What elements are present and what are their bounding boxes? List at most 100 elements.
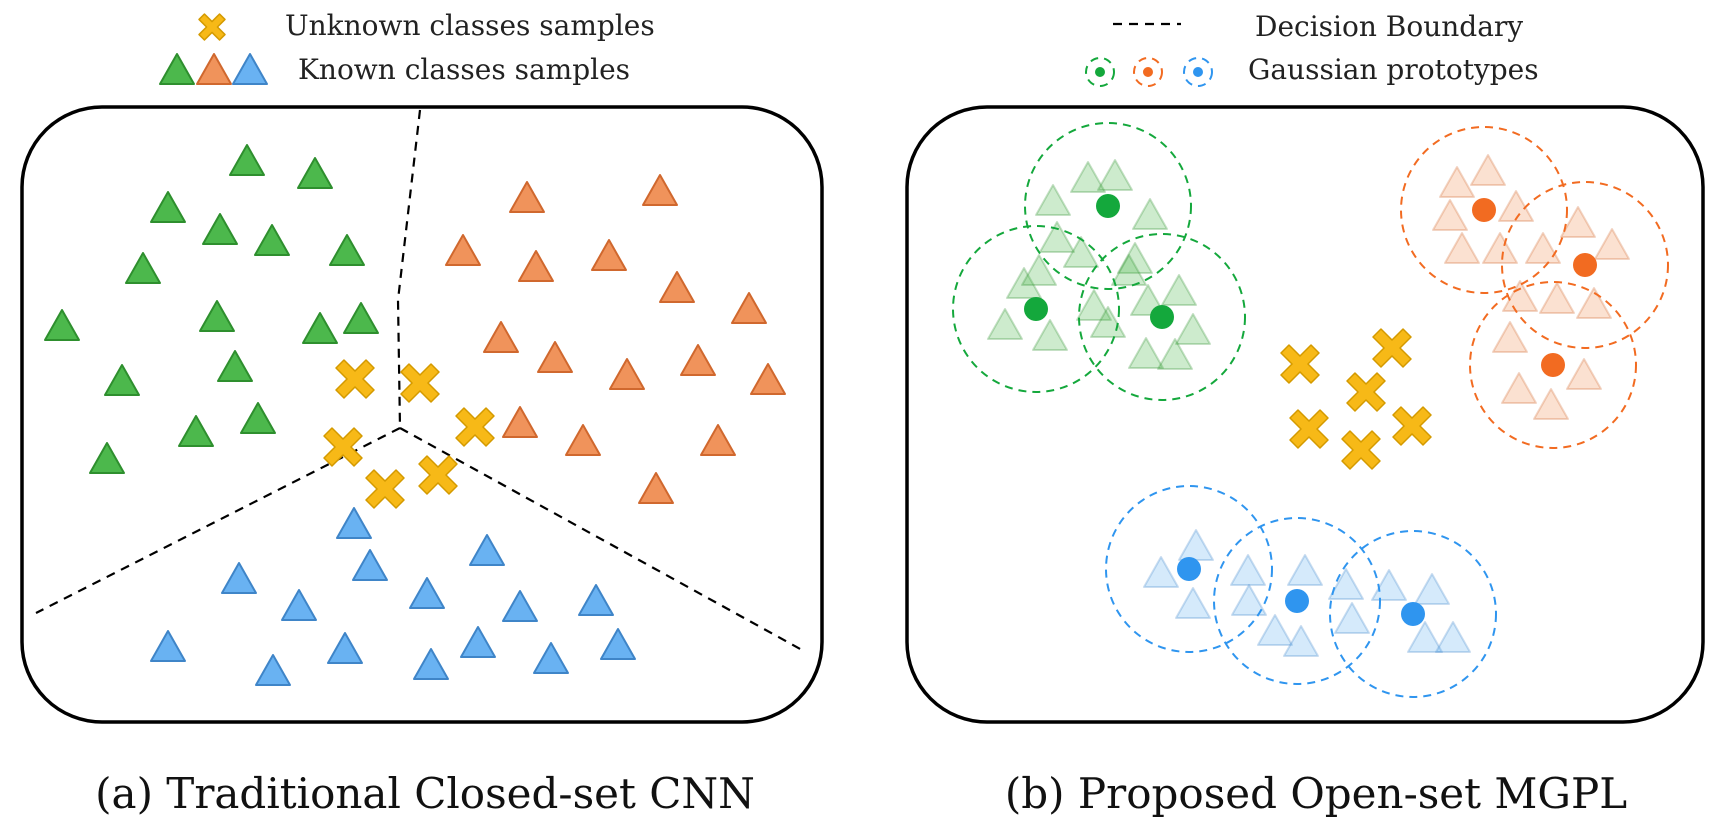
known-sample-green	[217, 350, 253, 382]
known-sample-orange-faded	[1576, 287, 1612, 319]
gaussian-prototype-green-2-boundary	[952, 225, 1120, 393]
gaussian-prototype-orange-1-boundary	[1400, 126, 1568, 294]
gaussian-prototype-icon-blue-boundary	[1183, 57, 1213, 87]
known-sample-orange	[591, 239, 627, 271]
known-sample-orange	[731, 292, 767, 324]
known-sample-green	[329, 234, 365, 266]
known-sample-orange	[642, 174, 678, 206]
gaussian-prototype-icon-green-center	[1095, 67, 1105, 77]
known-sample-green	[104, 364, 140, 396]
known-sample-blue	[221, 562, 257, 594]
known-sample-green-faded	[987, 308, 1023, 340]
known-sample-orange	[750, 363, 786, 395]
known-sample-green	[44, 309, 80, 341]
gaussian-prototype-green-1-boundary	[1024, 122, 1192, 290]
known-sample-green	[297, 157, 333, 189]
caption-right: (b) Proposed Open-set MGPL	[1005, 769, 1627, 818]
gaussian-prototype-green-1-center	[1096, 194, 1120, 218]
known-sample-green-faded	[1111, 254, 1147, 286]
known-triangle-icon-orange	[196, 53, 232, 85]
known-sample-green	[150, 191, 186, 223]
known-sample-blue	[352, 549, 388, 581]
known-sample-blue	[578, 584, 614, 616]
known-sample-orange	[565, 424, 601, 456]
known-sample-blue-faded	[1328, 568, 1364, 600]
gaussian-prototype-blue-1-boundary	[1105, 485, 1273, 653]
known-sample-blue-faded	[1407, 621, 1443, 653]
gaussian-prototype-orange-1-center	[1472, 198, 1496, 222]
known-sample-orange-faded	[1560, 206, 1596, 238]
known-sample-orange-faded	[1525, 232, 1561, 264]
gaussian-prototype-green-3-center	[1150, 305, 1174, 329]
known-sample-blue	[533, 642, 569, 674]
known-sample-blue-faded	[1371, 569, 1407, 601]
known-sample-blue-faded	[1287, 554, 1323, 586]
decision-boundary-right	[399, 427, 803, 651]
known-sample-orange-faded	[1444, 232, 1480, 264]
known-sample-blue-faded	[1230, 554, 1266, 586]
known-sample-blue-faded	[1143, 556, 1179, 588]
panel-closed-set	[20, 105, 824, 724]
closed-set-samples	[44, 144, 786, 686]
known-sample-green	[229, 144, 265, 176]
known-sample-blue-faded	[1283, 625, 1319, 657]
unknown-sample-cross	[365, 469, 405, 509]
known-sample-orange	[509, 181, 545, 213]
known-sample-orange	[609, 358, 645, 390]
unknown-sample-cross	[1346, 372, 1386, 412]
known-sample-orange-faded	[1502, 280, 1538, 312]
known-sample-blue-faded	[1257, 614, 1293, 646]
known-sample-green-faded	[1070, 161, 1106, 193]
known-sample-orange-faded	[1470, 154, 1506, 186]
known-sample-orange	[680, 344, 716, 376]
unknown-sample-cross	[1341, 430, 1381, 470]
known-sample-green-faded	[1039, 221, 1075, 253]
known-sample-green-faded	[1117, 242, 1153, 274]
known-sample-orange	[518, 250, 554, 282]
unknown-cross-icon	[198, 13, 226, 41]
known-sample-blue-faded	[1414, 573, 1450, 605]
known-sample-blue	[409, 577, 445, 609]
known-sample-green-faded	[1063, 236, 1099, 268]
known-sample-orange	[659, 271, 695, 303]
legend-known-label: Known classes samples	[298, 53, 630, 86]
unknown-sample-cross	[1289, 409, 1329, 449]
known-sample-blue	[255, 654, 291, 686]
open-set-samples	[952, 122, 1669, 698]
known-sample-orange	[445, 234, 481, 266]
known-sample-blue-faded	[1334, 602, 1370, 634]
known-sample-orange	[537, 341, 573, 373]
unknown-sample-cross	[418, 455, 458, 495]
known-sample-green	[240, 402, 276, 434]
gaussian-prototype-icon-blue-center	[1193, 67, 1203, 77]
known-sample-green-faded	[1132, 198, 1168, 230]
known-sample-green	[178, 415, 214, 447]
gaussian-prototype-blue-2-boundary	[1213, 517, 1381, 685]
decision-boundary-top	[396, 109, 422, 429]
legend-boundary-label: Decision Boundary	[1255, 10, 1523, 43]
known-triangle-icon-green	[159, 53, 195, 85]
known-sample-orange-faded	[1498, 190, 1534, 222]
legend-unknown-cross-icon	[198, 13, 226, 41]
panel-open-set	[905, 105, 1705, 724]
legend-gaussian-prototype-icons	[1085, 57, 1213, 87]
known-sample-green-faded	[1128, 337, 1164, 369]
known-sample-orange	[700, 424, 736, 456]
known-sample-blue-faded	[1435, 621, 1471, 653]
known-sample-green-faded	[1021, 254, 1057, 286]
gaussian-prototype-icon-orange-boundary	[1133, 57, 1163, 87]
known-sample-blue	[600, 628, 636, 660]
known-sample-orange-faded	[1482, 232, 1518, 264]
gaussian-prototype-blue-3-center	[1401, 602, 1425, 626]
known-sample-green-faded	[1032, 319, 1068, 351]
gaussian-prototype-icon-green-boundary	[1085, 57, 1115, 87]
known-sample-green-faded	[1035, 184, 1071, 216]
known-sample-blue	[460, 626, 496, 658]
caption-left: (a) Traditional Closed-set CNN	[95, 769, 755, 818]
unknown-sample-cross	[335, 359, 375, 399]
known-sample-green-faded	[1161, 274, 1197, 306]
known-sample-orange	[483, 321, 519, 353]
unknown-sample-cross	[323, 427, 363, 467]
known-sample-green	[199, 300, 235, 332]
known-sample-orange-faded	[1566, 358, 1602, 390]
